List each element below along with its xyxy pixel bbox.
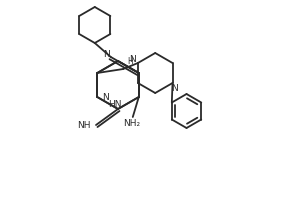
Text: NH₂: NH₂ bbox=[123, 119, 140, 127]
Text: N: N bbox=[130, 55, 136, 63]
Text: NH: NH bbox=[77, 122, 91, 130]
Text: N: N bbox=[103, 49, 110, 59]
Text: N: N bbox=[102, 93, 109, 101]
Text: H: H bbox=[128, 57, 133, 65]
Text: HN: HN bbox=[108, 99, 122, 109]
Text: N: N bbox=[171, 84, 178, 93]
